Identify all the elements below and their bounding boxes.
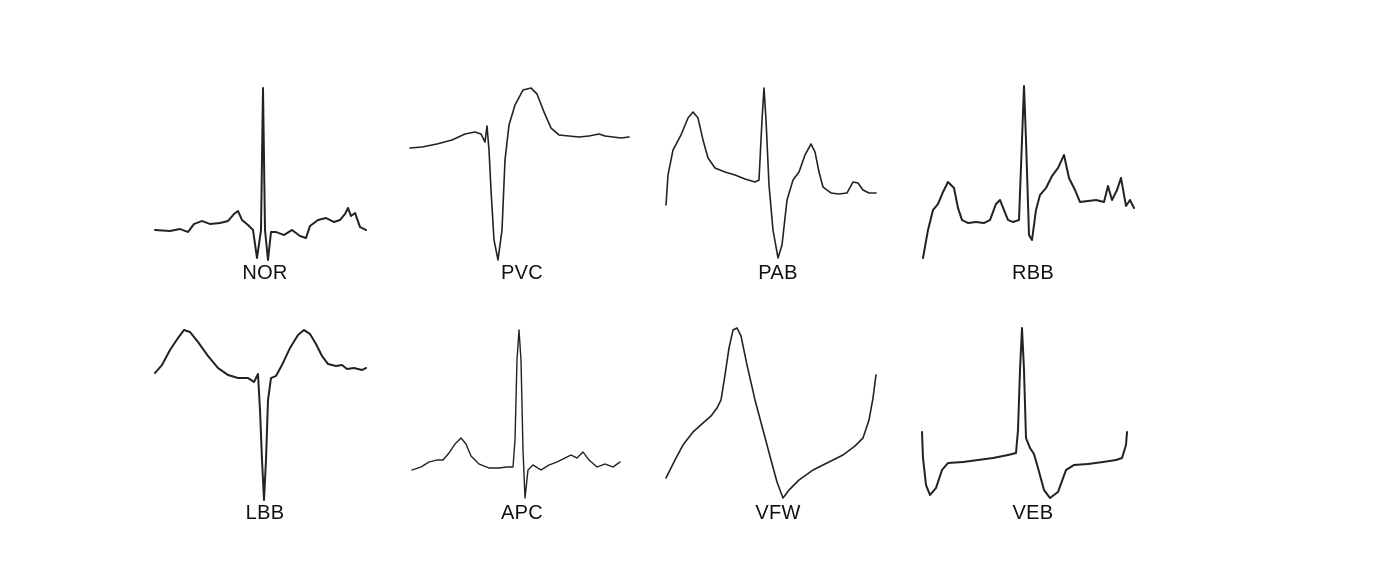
- panel-pab: PAB: [663, 80, 893, 340]
- label-pab: PAB: [758, 262, 798, 284]
- trace-nor: [154, 87, 367, 261]
- trace-vfw: [665, 327, 877, 499]
- panel-veb: VEB: [918, 320, 1148, 580]
- waveform-lbb: [154, 329, 367, 501]
- label-lbb: LBB: [245, 502, 285, 524]
- waveform-rbb: [922, 85, 1135, 259]
- panel-lbb: LBB: [150, 320, 380, 580]
- panel-apc: APC: [407, 320, 637, 580]
- panel-nor: NOR: [150, 80, 380, 340]
- trace-apc: [411, 329, 621, 499]
- trace-pvc: [409, 87, 630, 261]
- waveform-nor: [154, 87, 367, 261]
- panel-pvc: PVC: [407, 80, 637, 340]
- label-veb: VEB: [1012, 502, 1054, 524]
- trace-rbb: [922, 85, 1135, 259]
- label-rbb: RBB: [1011, 262, 1055, 284]
- waveform-vfw: [665, 327, 877, 499]
- trace-pab: [665, 87, 877, 259]
- waveform-pvc: [409, 87, 630, 261]
- label-apc: APC: [500, 502, 544, 524]
- waveform-veb: [921, 327, 1128, 499]
- label-pvc: PVC: [500, 262, 544, 284]
- panel-rbb: RBB: [918, 80, 1148, 340]
- waveform-pab: [665, 87, 877, 259]
- label-vfw: VFW: [755, 502, 801, 524]
- waveform-apc: [411, 329, 621, 499]
- panel-vfw: VFW: [663, 320, 893, 580]
- label-nor: NOR: [242, 262, 288, 284]
- trace-lbb: [154, 329, 367, 501]
- trace-veb: [921, 327, 1128, 499]
